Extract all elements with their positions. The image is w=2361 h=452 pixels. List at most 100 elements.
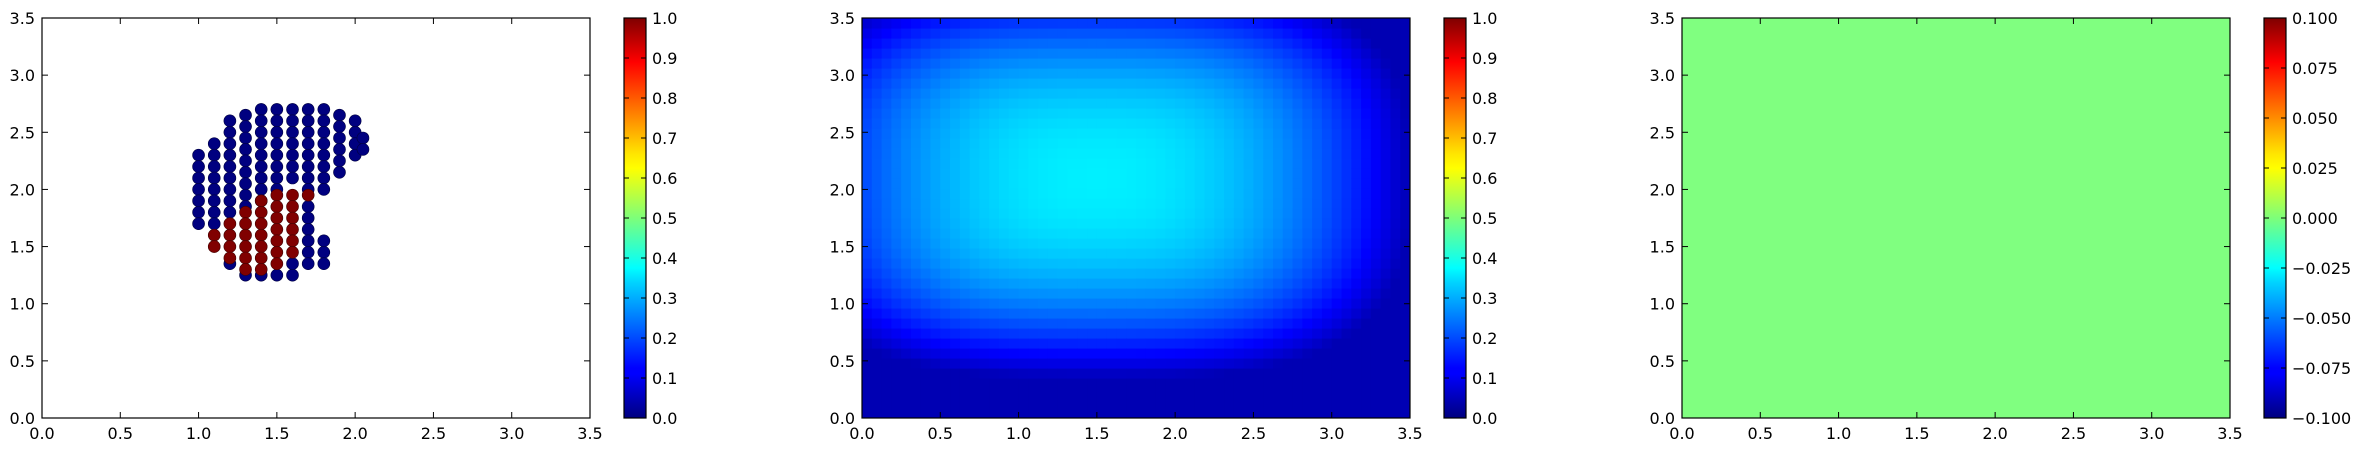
heatmap-cell <box>989 58 1000 69</box>
heatmap-cell <box>1331 268 1343 279</box>
heatmap-cell <box>1155 258 1166 269</box>
heatmap-cell <box>1145 188 1157 199</box>
heatmap-cell <box>999 58 1010 69</box>
heatmap-cell <box>1126 78 1137 89</box>
heatmap-cell <box>1361 198 1372 209</box>
heatmap-cell <box>1175 388 1186 399</box>
heatmap-cell <box>1155 288 1166 299</box>
heatmap-cell <box>1243 28 1255 39</box>
heatmap-cell <box>1263 318 1274 329</box>
heatmap-cell <box>979 48 990 59</box>
heatmap-cell <box>989 328 1000 339</box>
heatmap-cell <box>1194 338 1206 349</box>
heatmap-cell <box>1370 148 1382 159</box>
heatmap-cell <box>930 368 941 379</box>
heatmap-cell <box>1204 28 1215 39</box>
heatmap-cell <box>1243 178 1255 189</box>
heatmap-cell <box>881 238 892 249</box>
heatmap-cell <box>891 78 902 89</box>
heatmap-cell <box>1145 58 1157 69</box>
heatmap-cell <box>1312 38 1323 49</box>
heatmap-cell <box>1273 258 1284 269</box>
scatter-point-value-0 <box>270 160 284 173</box>
heatmap-cell <box>999 88 1010 99</box>
heatmap-cell <box>1126 238 1137 249</box>
scatter-point-value-0 <box>239 177 252 191</box>
colorbar-tick-label: 0.4 <box>1472 249 1497 268</box>
heatmap-cell <box>1067 208 1078 219</box>
heatmap-cell <box>1067 228 1078 239</box>
heatmap-cell <box>871 218 883 229</box>
heatmap-cell <box>1273 218 1284 229</box>
heatmap-cell <box>910 48 922 59</box>
heatmap-cell <box>871 248 883 259</box>
heatmap-cell <box>1057 138 1069 149</box>
heatmap-cell <box>1302 338 1313 349</box>
heatmap-cell <box>1194 238 1206 249</box>
heatmap-cell <box>1018 368 1029 379</box>
heatmap-cell <box>940 328 951 339</box>
heatmap-cell <box>1038 298 1049 309</box>
heatmap-cell <box>881 358 892 369</box>
heatmap-cell <box>1057 208 1069 219</box>
heatmap-cell <box>1351 108 1362 119</box>
heatmap-cell <box>1292 308 1303 319</box>
heatmap-cell <box>1057 78 1069 89</box>
heatmap-cell <box>862 28 873 39</box>
heatmap-cell <box>1253 18 1264 29</box>
heatmap-cell <box>940 388 951 399</box>
heatmap-cell <box>969 18 981 29</box>
heatmap-cell <box>1028 248 1039 259</box>
heatmap-cell <box>862 158 873 169</box>
heatmap-cell <box>1136 258 1147 269</box>
heatmap-cell <box>920 388 932 399</box>
heatmap-cell <box>1106 188 1118 199</box>
heatmap-cell <box>1302 228 1313 239</box>
heatmap-cell <box>1194 138 1206 149</box>
heatmap-cell <box>1253 58 1264 69</box>
heatmap-cell <box>1116 198 1127 209</box>
heatmap-cell <box>1341 248 1352 259</box>
heatmap-cell <box>1292 268 1303 279</box>
heatmap-cell <box>1175 278 1186 289</box>
heatmap-cell <box>959 388 971 399</box>
heatmap-cell <box>930 158 941 169</box>
heatmap-cell <box>1224 168 1235 179</box>
x-tick-label: 1.0 <box>186 424 211 443</box>
heatmap-cell <box>999 168 1010 179</box>
heatmap-cell <box>1292 38 1303 49</box>
heatmap-cell <box>1184 218 1196 229</box>
heatmap-cell <box>1106 58 1118 69</box>
heatmap-cell <box>1351 338 1362 349</box>
heatmap-cell <box>1273 308 1284 319</box>
heatmap-cell <box>1361 178 1372 189</box>
heatmap-cell <box>891 348 902 359</box>
heatmap-cell <box>1136 78 1147 89</box>
heatmap-cell <box>1067 268 1078 279</box>
heatmap-cell <box>979 398 990 409</box>
heatmap-cell <box>1087 108 1098 119</box>
heatmap-cell <box>891 278 902 289</box>
heatmap-cell <box>1136 128 1147 139</box>
heatmap-cell <box>1008 288 1020 299</box>
heatmap-cell <box>1038 318 1049 329</box>
heatmap-cell <box>969 338 981 349</box>
heatmap-cell <box>1067 58 1078 69</box>
heatmap-cell <box>1214 208 1225 219</box>
heatmap-cell <box>969 58 981 69</box>
heatmap-cell <box>1136 178 1147 189</box>
heatmap-cell <box>1302 388 1313 399</box>
scatter-point-value-0 <box>286 125 299 139</box>
heatmap-cell <box>1184 118 1196 129</box>
heatmap-cell <box>1096 378 1108 389</box>
heatmap-cell <box>1165 28 1176 39</box>
heatmap-cell <box>1273 408 1284 418</box>
heatmap-cell <box>1224 218 1235 229</box>
heatmap-cell <box>1047 228 1059 239</box>
heatmap-cell <box>1057 118 1069 129</box>
heatmap-cell <box>1331 258 1343 269</box>
heatmap-cell <box>1175 378 1186 389</box>
heatmap-cell <box>891 178 902 189</box>
heatmap-cell <box>1038 378 1049 389</box>
heatmap-cell <box>1292 278 1303 289</box>
